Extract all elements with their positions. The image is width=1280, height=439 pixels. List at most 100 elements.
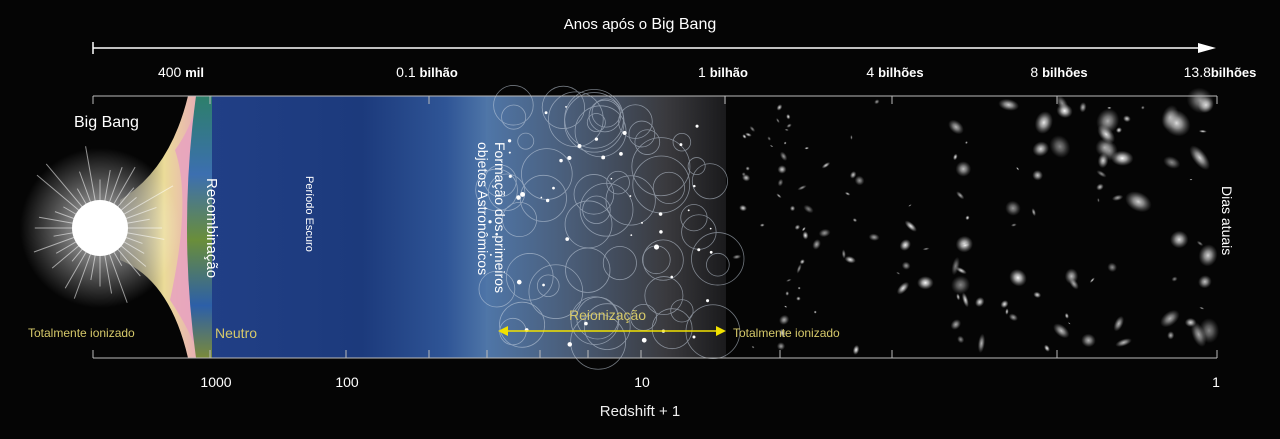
galaxy (804, 146, 810, 150)
galaxy (1189, 145, 1210, 171)
first-star (565, 105, 567, 108)
light-ray (55, 227, 101, 254)
recombination-label: Recombinação (203, 178, 220, 279)
dark-period-band (208, 96, 488, 358)
light-ray (99, 227, 145, 254)
top-tick-label: 1 bilhão (698, 64, 748, 80)
galaxy (1198, 275, 1212, 289)
light-ray (76, 188, 101, 229)
galaxy (852, 218, 858, 223)
galaxy (1107, 106, 1112, 110)
galaxy (1115, 338, 1132, 347)
ionized-bubble (605, 175, 656, 226)
galaxy (818, 228, 831, 238)
first-star (540, 196, 543, 199)
light-ray (54, 211, 101, 229)
top-axis-title-emphasis: Big Bang (651, 16, 717, 33)
galaxy (1107, 262, 1118, 273)
galaxy (1056, 103, 1073, 119)
bottom-axis-ticks (92, 350, 1218, 359)
light-ray (45, 163, 101, 229)
light-ray (99, 227, 128, 303)
galaxy (751, 345, 755, 349)
galaxy (899, 239, 911, 251)
galaxy (1198, 318, 1220, 344)
first-star (559, 158, 563, 163)
galaxy (1053, 323, 1070, 339)
light-ray (99, 206, 157, 229)
galaxy (742, 134, 747, 139)
ionized-bubble (602, 246, 637, 281)
galaxy (964, 141, 968, 145)
ionized-bubble (579, 182, 634, 237)
first-star (709, 227, 712, 230)
dark-period-label: Período Escuro (303, 176, 315, 252)
first-star (565, 237, 570, 241)
galaxy (796, 296, 801, 301)
galaxy (874, 99, 880, 105)
galaxy (777, 165, 787, 174)
galaxy (1199, 306, 1205, 310)
ionized-bubble (670, 299, 694, 323)
light-ray (99, 227, 143, 244)
galaxy (1096, 183, 1104, 191)
galaxy (1097, 153, 1109, 169)
ionized-bubble (583, 303, 631, 350)
galaxy (776, 193, 782, 199)
galaxy (1113, 315, 1125, 332)
ionized-bubble (502, 201, 538, 238)
galaxy (1005, 308, 1009, 315)
galaxy (1111, 194, 1124, 202)
galaxy (844, 191, 851, 196)
first-star (545, 198, 550, 203)
light-ray (99, 218, 150, 229)
galaxy (779, 151, 788, 161)
light-ray (99, 166, 136, 229)
first-objects-label-line1: Formação dos primeiros (492, 142, 508, 293)
galaxy (1198, 129, 1207, 133)
top-tick-label: 8 bilhões (1030, 64, 1088, 80)
galaxy (786, 123, 792, 128)
ionized-bubble (582, 195, 611, 225)
galaxy (852, 344, 860, 355)
galaxy (783, 141, 787, 145)
light-ray (73, 227, 101, 299)
ionized-bubble (493, 85, 534, 126)
galaxy (785, 291, 790, 296)
ionized-bubble (570, 296, 620, 345)
ionized-bubble (478, 270, 516, 308)
galaxy (904, 220, 917, 232)
light-ray (90, 227, 101, 281)
galaxy (1032, 170, 1044, 181)
galaxy (908, 204, 912, 207)
first-star (629, 195, 632, 198)
galaxy (1010, 223, 1017, 227)
light-ray (79, 171, 101, 229)
first-star (641, 221, 643, 224)
first-star (489, 253, 492, 256)
ionized-bubble (691, 232, 745, 286)
fully-ionized-right-label: Totalmente ionizado (733, 326, 840, 340)
bottom-tick-label: 1000 (200, 374, 232, 390)
galaxy (745, 132, 752, 137)
first-star (693, 184, 696, 188)
galaxy (784, 128, 789, 131)
big-bang-flash (20, 96, 208, 358)
first-star (552, 186, 555, 190)
ionized-bubble (501, 104, 527, 130)
galaxy (789, 205, 796, 212)
galaxy (802, 231, 809, 240)
first-star (619, 151, 623, 156)
first-star (516, 279, 522, 285)
galaxy (1198, 244, 1218, 267)
ionized-bubble (651, 308, 693, 350)
first-star (641, 337, 647, 343)
galaxy (1196, 240, 1204, 247)
ionized-bubble (634, 129, 661, 155)
first-objects-label: Formação dos primeiros objetos Astronômi… (474, 142, 508, 293)
first-star (601, 155, 606, 160)
galaxy (812, 239, 821, 250)
first-star (695, 124, 699, 128)
galaxy (769, 145, 774, 148)
